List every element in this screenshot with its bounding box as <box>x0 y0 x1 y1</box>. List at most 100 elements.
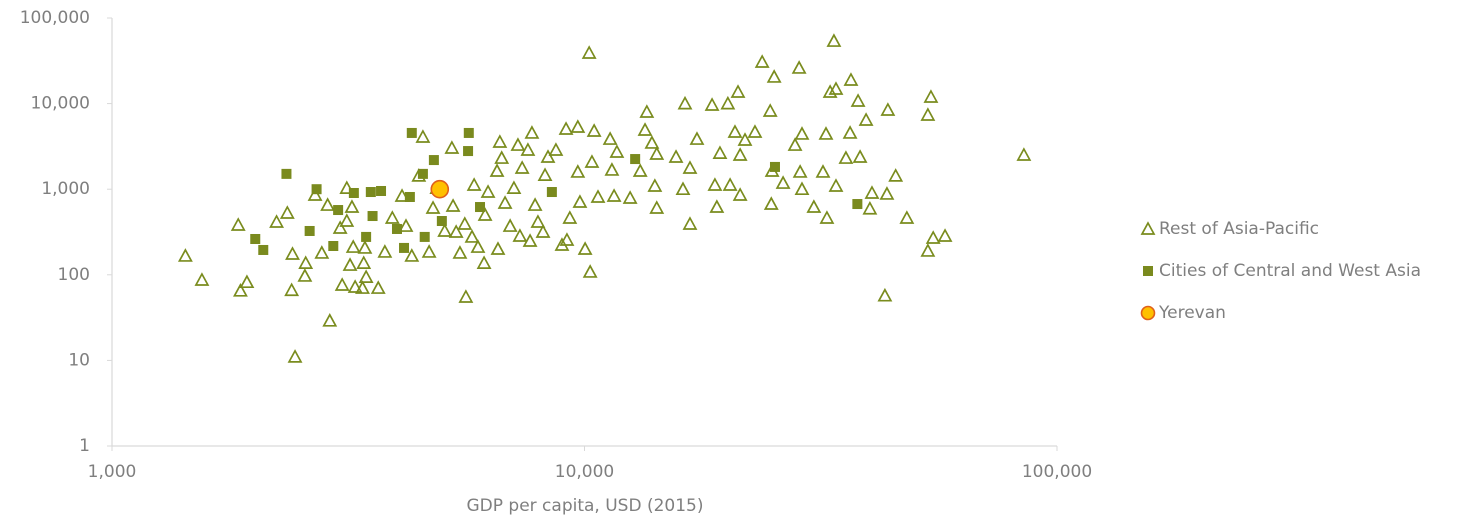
point <box>367 211 378 222</box>
point <box>444 140 460 154</box>
point <box>822 84 838 98</box>
point <box>732 147 748 161</box>
point <box>794 181 810 196</box>
point <box>572 194 588 208</box>
point <box>298 255 314 269</box>
point <box>535 224 551 238</box>
point <box>637 122 653 136</box>
point <box>304 225 315 236</box>
point <box>357 240 373 254</box>
point <box>727 124 743 138</box>
point <box>720 95 736 110</box>
point <box>842 125 858 139</box>
point <box>604 162 620 176</box>
point <box>233 283 248 297</box>
point <box>284 282 300 297</box>
point <box>559 232 575 246</box>
point <box>582 264 598 278</box>
point <box>342 257 358 271</box>
point <box>452 245 468 259</box>
point <box>570 164 586 178</box>
point <box>682 160 698 174</box>
point <box>358 269 374 283</box>
point <box>524 125 540 139</box>
point <box>445 198 461 212</box>
point <box>320 197 336 211</box>
point <box>852 199 863 210</box>
point <box>1016 147 1032 161</box>
point <box>558 121 574 135</box>
point <box>923 89 939 103</box>
point <box>754 54 770 68</box>
point <box>794 126 810 140</box>
point <box>404 248 420 262</box>
point <box>828 178 844 192</box>
point <box>417 168 428 179</box>
point <box>722 177 738 191</box>
point <box>281 168 292 179</box>
point <box>356 255 372 269</box>
point <box>355 280 370 294</box>
point <box>476 255 492 269</box>
point <box>622 190 638 204</box>
point <box>522 233 538 247</box>
point <box>470 239 486 253</box>
point <box>806 199 822 213</box>
point <box>689 131 705 145</box>
point <box>819 210 835 224</box>
point <box>322 313 338 327</box>
point <box>314 245 330 259</box>
point <box>419 231 430 242</box>
point <box>285 246 300 260</box>
point <box>920 107 936 121</box>
point <box>762 103 778 117</box>
point <box>775 175 791 189</box>
point <box>763 196 779 210</box>
point <box>704 97 720 111</box>
point <box>737 132 753 146</box>
x-tick-label: 1,000 <box>88 462 137 482</box>
point <box>464 229 480 243</box>
point <box>307 187 323 201</box>
point <box>398 218 414 232</box>
point <box>581 45 597 59</box>
point <box>399 242 410 253</box>
point <box>677 95 693 110</box>
point <box>818 126 834 140</box>
point <box>730 84 746 98</box>
point <box>682 216 698 230</box>
point <box>463 127 474 138</box>
point <box>250 233 261 244</box>
point <box>843 72 859 86</box>
point <box>570 119 586 133</box>
point <box>864 185 880 199</box>
point <box>530 214 546 228</box>
point <box>852 149 868 163</box>
point <box>826 33 842 47</box>
point <box>457 216 473 230</box>
point <box>630 154 641 165</box>
point <box>311 184 322 195</box>
point <box>347 279 363 293</box>
y-tick-label: 100,000 <box>20 8 90 28</box>
point <box>428 155 439 166</box>
point <box>339 180 355 194</box>
point <box>328 240 339 251</box>
point <box>858 112 874 126</box>
point <box>258 244 269 255</box>
point <box>609 144 625 158</box>
y-tick-label: 10,000 <box>31 94 90 114</box>
point <box>239 274 255 289</box>
point <box>732 187 748 201</box>
point <box>644 135 660 149</box>
x-tick-label: 10,000 <box>555 462 614 482</box>
legend-marker <box>1140 305 1156 321</box>
point <box>649 200 665 214</box>
point <box>712 145 728 159</box>
point <box>334 277 350 291</box>
point <box>548 142 564 156</box>
point <box>480 184 496 198</box>
point <box>838 150 854 164</box>
point <box>287 349 303 363</box>
